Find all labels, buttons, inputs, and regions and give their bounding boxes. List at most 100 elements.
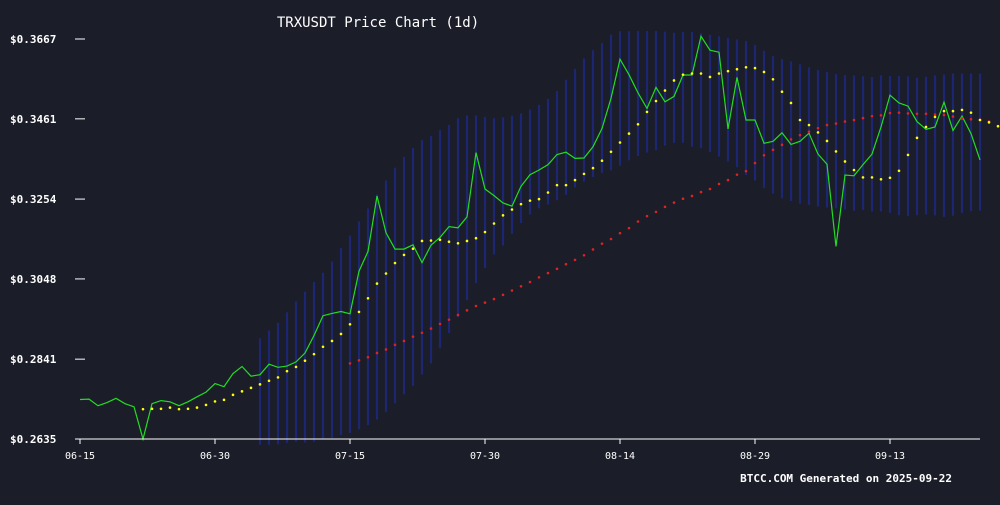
chart-footer: BTCC.COM Generated on 2025-09-22 bbox=[740, 472, 952, 485]
x-tick-label: 07-30 bbox=[470, 451, 500, 462]
price-line bbox=[79, 34, 981, 442]
ma20-point bbox=[699, 72, 703, 75]
ma20-point bbox=[600, 159, 604, 163]
ma20-point bbox=[726, 69, 730, 73]
x-tick-label: 08-29 bbox=[740, 451, 770, 462]
ma50-point bbox=[690, 194, 694, 198]
ma50-point bbox=[780, 143, 784, 147]
ma50-point bbox=[492, 297, 496, 301]
ma50-point bbox=[501, 293, 505, 297]
ma20-point bbox=[924, 125, 928, 129]
ma20-point bbox=[843, 160, 847, 163]
ma20-point bbox=[294, 365, 298, 369]
ma20-point bbox=[258, 383, 262, 386]
x-axis-ticks: 06-15 06-30 07-15 07-30 08-14 08-29 09-13 bbox=[65, 439, 905, 462]
ma50-point bbox=[438, 322, 442, 326]
ma20-point bbox=[240, 390, 244, 393]
ma50-point bbox=[771, 148, 775, 152]
ma50-point bbox=[366, 355, 370, 359]
ma50-point bbox=[744, 169, 748, 173]
ma20-point bbox=[366, 297, 370, 300]
ma20-point bbox=[267, 379, 271, 383]
ma20-point bbox=[609, 150, 613, 154]
ma20-point bbox=[807, 123, 811, 127]
ma20-point bbox=[330, 339, 334, 343]
chart-title: TRXUSDT Price Chart (1d) bbox=[277, 15, 479, 31]
ma20-point bbox=[492, 222, 496, 225]
ma20-point bbox=[825, 139, 829, 143]
ma20-point bbox=[555, 183, 559, 187]
x-tick-label: 06-30 bbox=[200, 451, 230, 462]
ma20-point bbox=[303, 359, 307, 363]
ma50-point bbox=[753, 161, 757, 165]
ma50-point bbox=[627, 226, 631, 230]
ma50-point bbox=[897, 111, 901, 114]
ma20-point bbox=[681, 73, 685, 76]
y-tick-label: $0.2635 bbox=[10, 433, 56, 446]
ma50-point bbox=[879, 114, 883, 117]
y-axis-ticks: $0.2635 $0.2841 $0.3048 $0.3254 $0.3461 $0.36… bbox=[10, 33, 85, 446]
ma20-point bbox=[987, 121, 991, 124]
y-tick-label: $0.3667 bbox=[10, 33, 56, 46]
ma50-point bbox=[852, 118, 856, 122]
ma50-point bbox=[528, 280, 532, 284]
ma20-point bbox=[744, 65, 748, 69]
ma20-point bbox=[411, 247, 415, 250]
ma20-point bbox=[447, 240, 451, 244]
ma20-point bbox=[978, 118, 982, 122]
ma50-point bbox=[933, 113, 937, 116]
ma50-point bbox=[609, 237, 613, 241]
ma50-point bbox=[645, 214, 649, 218]
ma20-point bbox=[591, 166, 595, 170]
ma50-point bbox=[708, 187, 712, 191]
ma50-point bbox=[636, 220, 640, 223]
ma50-point bbox=[420, 331, 424, 335]
ma50-point bbox=[816, 126, 820, 130]
ma50-point bbox=[402, 339, 406, 343]
ma20-point bbox=[429, 239, 433, 242]
ma20-point bbox=[231, 393, 235, 397]
ma20-point bbox=[357, 310, 361, 314]
ma20-point bbox=[897, 169, 901, 173]
ma50-point bbox=[456, 313, 460, 317]
ma50-point bbox=[735, 173, 739, 176]
x-tick-label: 07-15 bbox=[335, 451, 365, 462]
ma20-dots-layer bbox=[141, 65, 1000, 411]
ma20-point bbox=[861, 176, 865, 179]
ma20-point bbox=[510, 208, 514, 211]
ma20-point bbox=[150, 407, 154, 411]
ma20-point bbox=[708, 75, 712, 79]
ma50-point bbox=[582, 253, 586, 257]
ma50-point bbox=[474, 304, 478, 308]
ma20-point bbox=[348, 322, 352, 326]
ma50-point bbox=[357, 359, 361, 362]
ma20-point bbox=[420, 239, 424, 243]
ma50-point bbox=[573, 258, 577, 262]
ma50-point bbox=[375, 351, 379, 355]
ma20-point bbox=[798, 118, 802, 122]
ma50-point bbox=[870, 114, 874, 118]
ma50-point bbox=[807, 130, 811, 133]
ma20-point bbox=[951, 109, 955, 113]
ma50-point bbox=[843, 120, 847, 123]
ma20-point bbox=[690, 72, 694, 75]
y-tick-label: $0.3048 bbox=[10, 273, 56, 286]
ma20-point bbox=[375, 282, 379, 285]
ma20-point bbox=[879, 178, 883, 181]
ma20-point bbox=[276, 376, 280, 379]
ma20-point bbox=[456, 241, 460, 245]
ma20-point bbox=[618, 141, 622, 144]
ma20-point bbox=[222, 398, 226, 402]
ma20-point bbox=[933, 115, 937, 119]
ma20-point bbox=[564, 183, 568, 187]
ma20-point bbox=[393, 261, 397, 265]
ma50-point bbox=[429, 327, 433, 330]
ma20-point bbox=[960, 108, 964, 112]
ma20-point bbox=[888, 176, 892, 180]
ma20-point bbox=[321, 345, 325, 349]
ma50-point bbox=[600, 242, 604, 245]
ma20-point bbox=[528, 199, 532, 202]
ma20-point bbox=[285, 369, 289, 373]
ma20-point bbox=[780, 90, 784, 94]
